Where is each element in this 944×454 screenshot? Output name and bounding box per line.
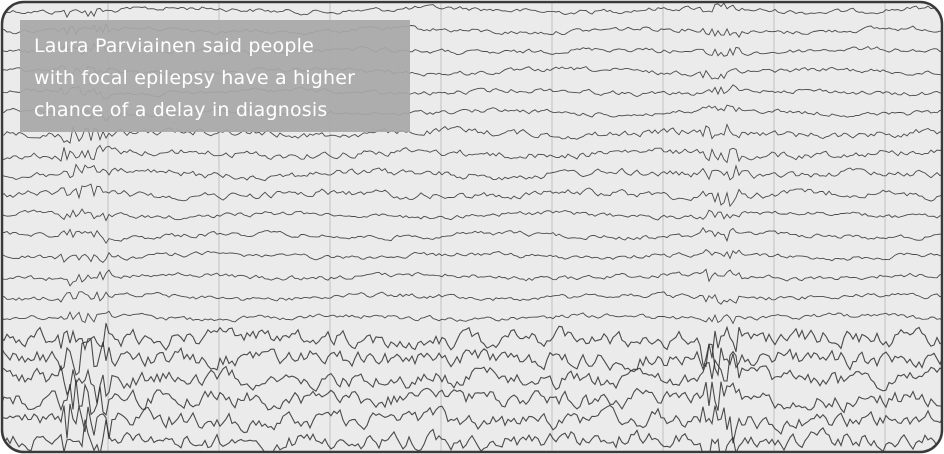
caption-line: chance of a delay in diagnosis	[34, 94, 328, 126]
caption-line: Laura Parviainen said people	[34, 30, 314, 62]
caption-line: with focal epilepsy have a higher	[34, 62, 355, 94]
photo-frame: Laura Parviainen said people with focal …	[0, 0, 944, 454]
